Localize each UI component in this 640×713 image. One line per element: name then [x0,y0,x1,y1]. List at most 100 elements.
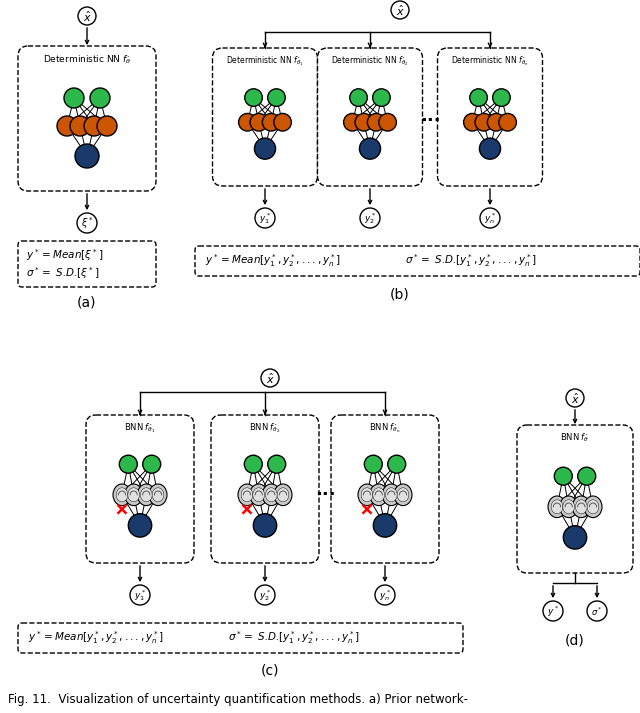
Text: BNN $f_{\hat{\theta}}$: BNN $f_{\hat{\theta}}$ [560,432,589,444]
Ellipse shape [138,484,156,506]
Circle shape [566,389,584,407]
Circle shape [70,116,90,136]
Text: $y_2^*$: $y_2^*$ [259,588,271,603]
Ellipse shape [361,488,373,502]
Circle shape [274,113,291,131]
Circle shape [360,208,380,228]
Circle shape [388,455,406,473]
Text: $\sigma^* = $ S.D.$[y_1^*, y_2^*, ..., y_n^*]$: $\sigma^* = $ S.D.$[y_1^*, y_2^*, ..., y… [228,630,360,647]
Ellipse shape [584,496,602,518]
Circle shape [355,113,372,131]
Ellipse shape [113,484,131,506]
Circle shape [373,513,397,537]
Text: ...: ... [420,107,440,125]
FancyBboxPatch shape [18,241,156,287]
Circle shape [479,138,500,159]
Circle shape [563,525,587,549]
Circle shape [344,113,361,131]
Ellipse shape [140,488,152,502]
Ellipse shape [125,484,143,506]
Ellipse shape [370,484,388,506]
Text: $y_n^*$: $y_n^*$ [379,588,391,603]
Ellipse shape [560,496,578,518]
Ellipse shape [149,484,167,506]
Ellipse shape [262,484,280,506]
Text: (a): (a) [77,296,97,310]
Circle shape [119,455,138,473]
Circle shape [255,585,275,605]
FancyBboxPatch shape [195,246,640,276]
Circle shape [128,513,152,537]
Text: $y^* = Mean[\xi^*]$: $y^* = Mean[\xi^*]$ [26,247,103,263]
FancyBboxPatch shape [18,623,463,653]
Text: Deterministic NN $f_{\hat{\theta}_n}$: Deterministic NN $f_{\hat{\theta}_n}$ [451,54,529,68]
Circle shape [77,213,97,233]
Circle shape [493,89,510,106]
Circle shape [364,455,382,473]
Circle shape [379,113,396,131]
Text: (c): (c) [260,664,279,678]
Circle shape [244,89,262,106]
Ellipse shape [575,500,587,514]
Text: $y_n^*$: $y_n^*$ [484,211,496,226]
Circle shape [268,89,285,106]
Ellipse shape [266,488,277,502]
Ellipse shape [551,500,563,514]
Circle shape [75,144,99,168]
Ellipse shape [397,488,409,502]
Circle shape [64,88,84,108]
Circle shape [499,113,516,131]
Text: $\xi^*$: $\xi^*$ [81,215,93,232]
Text: ...: ... [315,481,335,499]
Ellipse shape [563,500,575,514]
FancyBboxPatch shape [517,425,633,573]
Text: $y_2^*$: $y_2^*$ [364,211,376,226]
Text: Fig. 11.  Visualization of uncertainty quantification methods. a) Prior network-: Fig. 11. Visualization of uncertainty qu… [8,694,468,707]
Text: Deterministic NN $f_{\hat{\theta}}$: Deterministic NN $f_{\hat{\theta}}$ [43,53,131,66]
Circle shape [360,138,381,159]
Circle shape [255,208,275,228]
Text: Deterministic NN $f_{\hat{\theta}_1}$: Deterministic NN $f_{\hat{\theta}_1}$ [227,54,304,68]
Text: $\hat{x}$: $\hat{x}$ [570,391,579,406]
Ellipse shape [128,488,140,502]
Text: $y^*$: $y^*$ [547,605,559,619]
Circle shape [244,455,262,473]
FancyBboxPatch shape [331,415,439,563]
Ellipse shape [373,488,385,502]
Ellipse shape [587,500,599,514]
Ellipse shape [250,484,268,506]
Circle shape [480,208,500,228]
Circle shape [391,1,409,19]
Circle shape [78,7,96,25]
Text: $y_1^*$: $y_1^*$ [134,588,146,603]
Circle shape [143,455,161,473]
Text: $y_1^*$: $y_1^*$ [259,211,271,226]
Text: BNN $f_{\hat{\theta}_1}$: BNN $f_{\hat{\theta}_1}$ [124,421,156,435]
Ellipse shape [382,484,400,506]
Circle shape [90,88,110,108]
Text: $\hat{x}$: $\hat{x}$ [83,9,92,24]
Text: $\sigma^* = $ S.D.$[y_1^*, y_2^*, ..., y_n^*]$: $\sigma^* = $ S.D.$[y_1^*, y_2^*, ..., y… [405,252,537,270]
Text: BNN $f_{\hat{\theta}_2}$: BNN $f_{\hat{\theta}_2}$ [249,421,281,435]
Ellipse shape [238,484,256,506]
Circle shape [488,113,505,131]
Ellipse shape [152,488,164,502]
Ellipse shape [385,488,397,502]
FancyBboxPatch shape [211,415,319,563]
Ellipse shape [394,484,412,506]
Circle shape [578,467,596,486]
Text: $\sigma^* = $ S.D.$[\xi^*]$: $\sigma^* = $ S.D.$[\xi^*]$ [26,265,99,281]
Circle shape [84,116,104,136]
FancyBboxPatch shape [18,46,156,191]
Circle shape [262,113,280,131]
Ellipse shape [548,496,566,518]
Ellipse shape [358,484,376,506]
Text: $\hat{x}$: $\hat{x}$ [396,4,404,18]
Circle shape [475,113,493,131]
FancyBboxPatch shape [86,415,194,563]
Circle shape [57,116,77,136]
Circle shape [255,138,276,159]
Text: $y^* = Mean[y_1^*, y_2^*, ..., y_n^*]$: $y^* = Mean[y_1^*, y_2^*, ..., y_n^*]$ [28,630,164,647]
Circle shape [253,513,276,537]
Circle shape [463,113,481,131]
